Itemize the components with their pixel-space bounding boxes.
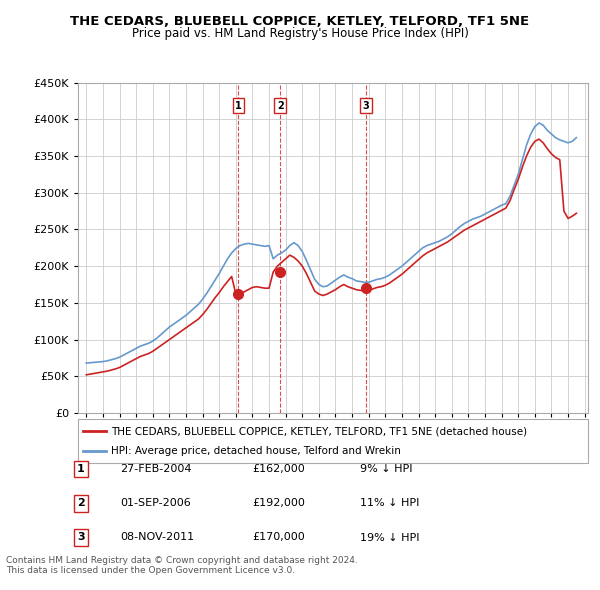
Text: 27-FEB-2004: 27-FEB-2004 (120, 464, 191, 474)
Text: 9% ↓ HPI: 9% ↓ HPI (360, 464, 413, 474)
Text: Contains HM Land Registry data © Crown copyright and database right 2024.
This d: Contains HM Land Registry data © Crown c… (6, 556, 358, 575)
Text: 2: 2 (77, 499, 85, 508)
Text: £162,000: £162,000 (252, 464, 305, 474)
Text: 3: 3 (363, 101, 370, 111)
Text: Price paid vs. HM Land Registry's House Price Index (HPI): Price paid vs. HM Land Registry's House … (131, 27, 469, 40)
Text: 08-NOV-2011: 08-NOV-2011 (120, 533, 194, 542)
Text: 11% ↓ HPI: 11% ↓ HPI (360, 499, 419, 508)
Text: 1: 1 (77, 464, 85, 474)
FancyBboxPatch shape (78, 419, 588, 463)
Text: 1: 1 (235, 101, 242, 111)
Text: THE CEDARS, BLUEBELL COPPICE, KETLEY, TELFORD, TF1 5NE: THE CEDARS, BLUEBELL COPPICE, KETLEY, TE… (70, 15, 530, 28)
Text: £170,000: £170,000 (252, 533, 305, 542)
Text: 3: 3 (77, 533, 85, 542)
Text: 19% ↓ HPI: 19% ↓ HPI (360, 533, 419, 542)
Text: 2: 2 (277, 101, 284, 111)
Text: 01-SEP-2006: 01-SEP-2006 (120, 499, 191, 508)
Text: HPI: Average price, detached house, Telford and Wrekin: HPI: Average price, detached house, Telf… (111, 446, 401, 455)
Text: £192,000: £192,000 (252, 499, 305, 508)
Text: THE CEDARS, BLUEBELL COPPICE, KETLEY, TELFORD, TF1 5NE (detached house): THE CEDARS, BLUEBELL COPPICE, KETLEY, TE… (111, 427, 527, 436)
